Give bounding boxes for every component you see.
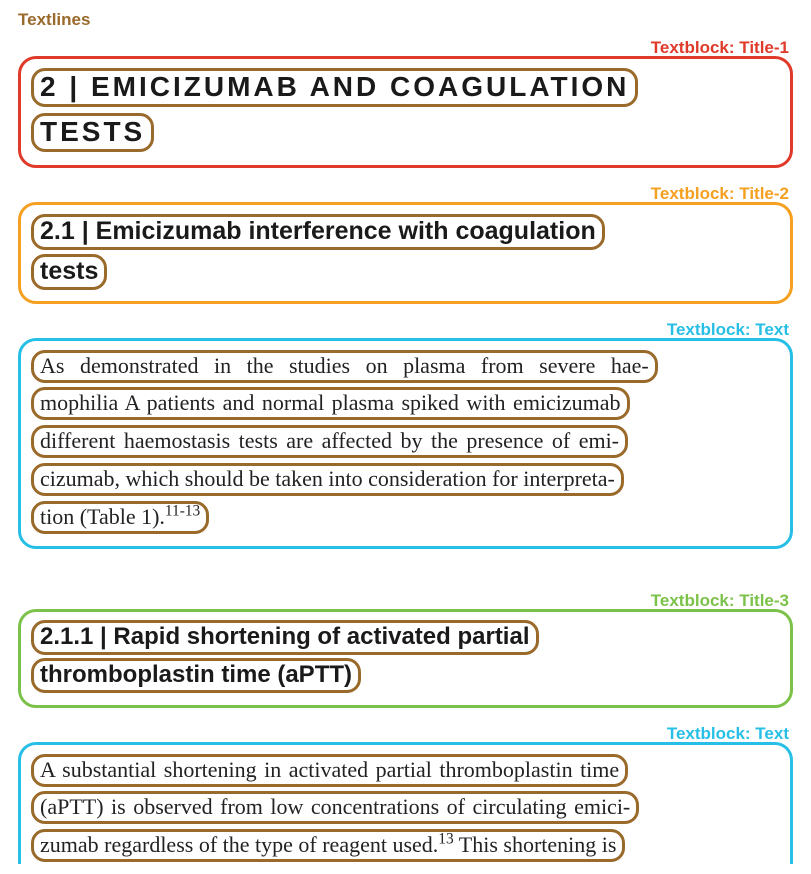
textblock-text-2: A substantial shortening in activated pa…	[18, 742, 793, 864]
textline: mophilia A patients and normal plasma sp…	[31, 387, 630, 420]
textline: 2.1 | Emicizumab interference with coagu…	[31, 214, 605, 250]
textline: thromboplastin time (aPTT)	[31, 658, 361, 693]
textblock-title-1: 2 | EMICIZUMAB AND COAGULATION TESTS	[18, 56, 793, 168]
text-fragment: This shortening is	[454, 832, 617, 857]
textline: cizumab, which should be taken into cons…	[31, 463, 624, 496]
textblock-title-3: 2.1.1 | Rapid shortening of activated pa…	[18, 609, 793, 708]
page-label-textlines: Textlines	[18, 10, 793, 30]
block-label-text-1: Textblock: Text	[18, 320, 793, 340]
block-label-text-2: Textblock: Text	[18, 724, 793, 744]
block-label-title3: Textblock: Title-3	[18, 591, 793, 611]
citation-sup: 11-13	[165, 503, 200, 520]
text-fragment: tion (Table 1).	[40, 504, 165, 529]
textline: (aPTT) is observed from low concentratio…	[31, 791, 639, 824]
text-fragment: zumab regardless of the type of reagent …	[40, 832, 438, 857]
textline: 2.1.1 | Rapid shortening of activated pa…	[31, 620, 539, 655]
textblock-text-1: As demonstrated in the studies on plasma…	[18, 338, 793, 549]
textline: zumab regardless of the type of reagent …	[31, 829, 625, 862]
block-label-title1: Textblock: Title-1	[18, 38, 793, 58]
textline: different haemostasis tests are affected…	[31, 425, 628, 458]
block-label-title2: Textblock: Title-2	[18, 184, 793, 204]
textline: TESTS	[31, 113, 154, 152]
textline: 2 | EMICIZUMAB AND COAGULATION	[31, 68, 638, 107]
textline: As demonstrated in the studies on plasma…	[31, 350, 658, 383]
citation-sup: 13	[438, 831, 453, 848]
textline: tests	[31, 254, 107, 290]
textline: A substantial shortening in activated pa…	[31, 754, 628, 787]
textline: tion (Table 1).11-13	[31, 501, 209, 534]
textblock-title-2: 2.1 | Emicizumab interference with coagu…	[18, 202, 793, 304]
